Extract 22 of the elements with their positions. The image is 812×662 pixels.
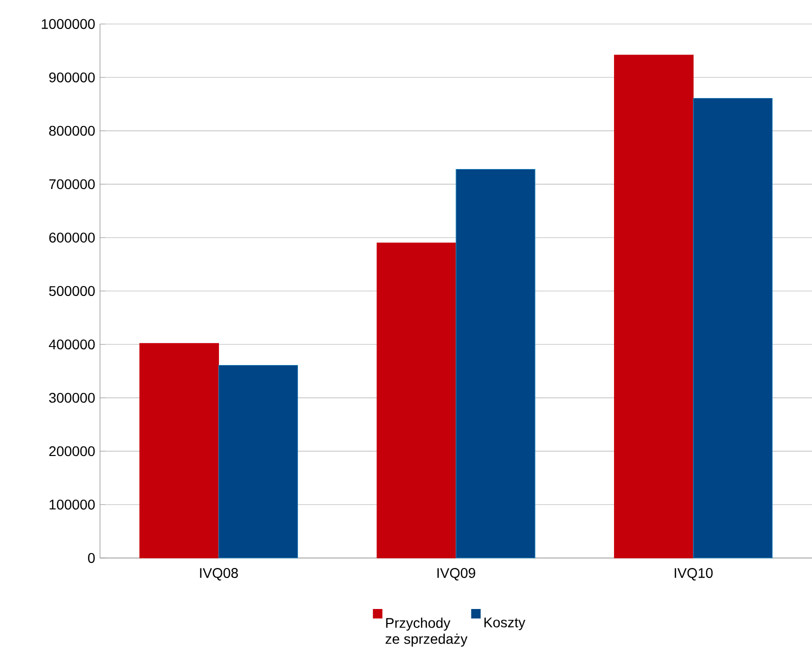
x-tick-label: IVQ08 bbox=[200, 568, 238, 580]
y-tick-label: 100000 bbox=[50, 500, 95, 510]
x-tick-label: IVQ09 bbox=[437, 568, 476, 580]
y-tick-label: 600000 bbox=[49, 232, 95, 243]
y-tick-label: 1000000 bbox=[42, 19, 95, 29]
bar bbox=[614, 54, 694, 558]
bar bbox=[456, 168, 536, 558]
y-tick-label: 800000 bbox=[49, 126, 95, 136]
bar bbox=[376, 242, 456, 558]
y-tick-label: 500000 bbox=[49, 286, 95, 296]
y-tick-label: 900000 bbox=[49, 72, 95, 82]
bar bbox=[139, 343, 219, 558]
y-tick-label: 200000 bbox=[49, 446, 95, 456]
y-tick-label: 0 bbox=[88, 553, 95, 563]
y-tick-label: 700000 bbox=[49, 179, 95, 190]
bar bbox=[693, 98, 773, 558]
legend-label: Koszty bbox=[484, 618, 526, 630]
y-tick-label: 300000 bbox=[49, 392, 95, 403]
bar bbox=[218, 364, 298, 558]
y-tick-label: 400000 bbox=[48, 339, 95, 350]
legend-label: Przychody ze sprzedaży bbox=[386, 618, 468, 647]
x-tick-label: IVQ10 bbox=[674, 568, 713, 580]
